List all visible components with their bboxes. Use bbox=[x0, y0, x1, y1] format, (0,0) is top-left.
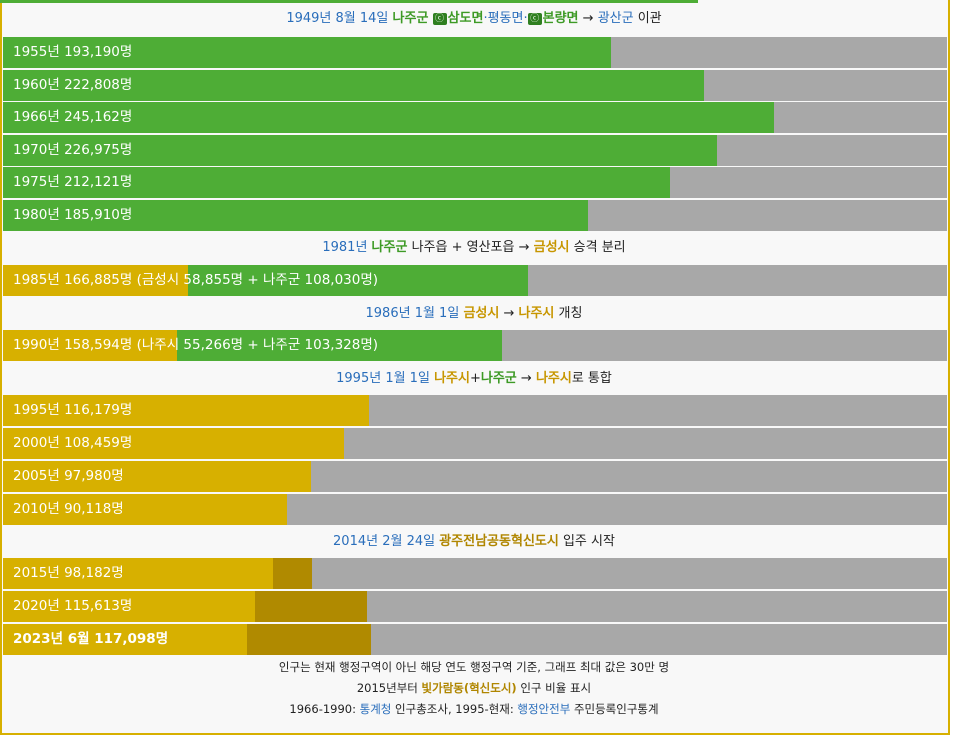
bar-segment-innovation-city bbox=[273, 558, 312, 589]
bar-label: 1990년 158,594명 (나주시 55,266명 + 나주군 103,32… bbox=[13, 337, 379, 353]
note-1986-date[interactable]: 1986년 1월 1일 bbox=[365, 306, 460, 321]
top-bar-remnant bbox=[0, 0, 698, 3]
bar-segment-county bbox=[3, 167, 671, 198]
bar-label: 2010년 90,118명 bbox=[13, 501, 124, 517]
bar-segment-innovation-city bbox=[255, 591, 367, 622]
footer-line-1: 인구는 현재 행정구역이 아닌 해당 연도 행정구역 기준, 그래프 최대 값은… bbox=[278, 660, 670, 674]
note-1949-suffix: 이관 bbox=[637, 11, 662, 26]
note-1986-arrow: → bbox=[503, 306, 515, 321]
note-1995-arrow: → bbox=[520, 371, 532, 386]
note-1949: 1949년 8월 14일 나주군 ⓒ 삼도면·평동면· ⓒ 본량면 → 광산군 이관 bbox=[2, 3, 946, 34]
note-1949-target[interactable]: 광산군 bbox=[597, 11, 634, 26]
population-bar-row: 2023년 6월 117,098명 bbox=[3, 624, 947, 655]
note-1981-suffix: 승격 분리 bbox=[573, 240, 626, 255]
bar-segment-city bbox=[3, 494, 287, 525]
district-badge-icon: ⓒ bbox=[432, 12, 447, 25]
bar-label: 1985년 166,885명 (금성시 58,855명 + 나주군 108,03… bbox=[13, 272, 379, 288]
population-bar-row: 2020년 115,613명 bbox=[3, 591, 947, 622]
population-bar-row: 1955년 193,190명 bbox=[3, 37, 947, 68]
footer-innovation-link[interactable]: 빛가람동(혁신도시) bbox=[421, 681, 517, 695]
note-1995-city[interactable]: 나주시 bbox=[434, 371, 470, 386]
bar-label: 1966년 245,162명 bbox=[13, 109, 133, 125]
population-bar-row: 2000년 108,459명 bbox=[3, 428, 947, 459]
note-1981-middle: 나주읍 + 영산포읍 → bbox=[411, 240, 530, 255]
population-bar-row: 1980년 185,910명 bbox=[3, 200, 947, 231]
note-2014-suffix: 입주 시작 bbox=[562, 534, 615, 549]
bar-label: 1970년 226,975명 bbox=[13, 142, 133, 158]
bar-segment-rest-of-city bbox=[3, 591, 256, 622]
bar-label: 1955년 193,190명 bbox=[13, 44, 133, 60]
bar-label: 2015년 98,182명 bbox=[13, 565, 124, 581]
footer-line-3-post: 주민등록인구통계 bbox=[573, 702, 659, 716]
note-1995-county[interactable]: 나주군 bbox=[480, 371, 517, 386]
footer-statistics-korea-link[interactable]: 통계청 bbox=[359, 702, 392, 716]
bar-segment-innovation-city bbox=[246, 624, 372, 655]
bar-label: 1975년 212,121명 bbox=[13, 174, 133, 190]
note-1981-date[interactable]: 1981년 bbox=[322, 240, 368, 255]
population-bar-row: 1985년 166,885명 (금성시 58,855명 + 나주군 108,03… bbox=[3, 265, 947, 296]
population-bar-row: 2010년 90,118명 bbox=[3, 494, 947, 525]
bar-label: 1960년 222,808명 bbox=[13, 77, 133, 93]
note-2014-place[interactable]: 광주전남공동혁신도시 bbox=[439, 534, 559, 549]
population-bar-row: 2015년 98,182명 bbox=[3, 558, 947, 589]
footer-line-3: 1966-1990: 통계청 인구총조사, 1995-현재: 행정안전부 주민등… bbox=[2, 699, 946, 720]
bar-label: 1980년 185,910명 bbox=[13, 207, 133, 223]
note-1949-arrow: → bbox=[582, 11, 594, 26]
note-1949-county[interactable]: 나주군 bbox=[392, 11, 429, 26]
district-badge-icon: ⓒ bbox=[527, 12, 542, 25]
note-1995-date[interactable]: 1995년 1월 1일 bbox=[336, 371, 430, 386]
bar-segment-county bbox=[3, 135, 718, 166]
bar-label: 2000년 108,459명 bbox=[13, 435, 133, 451]
bar-segment-county bbox=[3, 70, 705, 101]
bar-segment-city bbox=[3, 428, 345, 459]
bar-label: 2020년 115,613명 bbox=[13, 598, 133, 614]
bar-segment-county bbox=[3, 102, 775, 133]
population-bar-row: 1960년 222,808명 bbox=[3, 70, 947, 101]
note-1981-county[interactable]: 나주군 bbox=[371, 240, 408, 255]
note-1949-date[interactable]: 1949년 8월 14일 bbox=[286, 11, 389, 26]
note-1986: 1986년 1월 1일 금성시 → 나주시 개칭 bbox=[2, 298, 946, 329]
note-2014-date[interactable]: 2014년 2월 24일 bbox=[333, 534, 436, 549]
population-bar-row: 1975년 212,121명 bbox=[3, 167, 947, 198]
bar-label: 1995년 116,179명 bbox=[13, 402, 133, 418]
note-1995: 1995년 1월 1일 나주시+나주군 → 나주시로 통합 bbox=[2, 363, 946, 394]
note-1949-place2[interactable]: 본량면 bbox=[542, 11, 579, 26]
population-bar-row: 1990년 158,594명 (나주시 55,266명 + 나주군 103,32… bbox=[3, 330, 947, 361]
note-1981: 1981년 나주군 나주읍 + 영산포읍 → 금성시 승격 분리 bbox=[2, 232, 946, 263]
bar-segment-rest-of-city bbox=[3, 558, 274, 589]
bar-label: 2005년 97,980명 bbox=[13, 468, 124, 484]
note-1986-suffix: 개칭 bbox=[558, 306, 583, 321]
note-1986-old-city[interactable]: 금성시 bbox=[463, 306, 500, 321]
note-2014: 2014년 2월 24일 광주전남공동혁신도시 입주 시작 bbox=[2, 526, 946, 557]
footer-line-2-post: 인구 비율 표시 bbox=[520, 681, 592, 695]
footer-mois-link[interactable]: 행정안전부 bbox=[517, 702, 571, 716]
bar-segment-city bbox=[3, 395, 369, 426]
footer-line-2-pre: 2015년부터 bbox=[356, 681, 418, 695]
bar-segment-county bbox=[3, 37, 611, 68]
bar-segment-city bbox=[3, 461, 312, 492]
bar-segment-city bbox=[3, 330, 177, 361]
bar-segment-rest-of-city bbox=[3, 624, 247, 655]
bar-segment-county bbox=[188, 265, 529, 296]
bar-segment-county bbox=[176, 330, 503, 361]
footer-line-2: 2015년부터 빛가람동(혁신도시) 인구 비율 표시 bbox=[2, 678, 946, 699]
bar-label: 2023년 6월 117,098명 bbox=[13, 631, 169, 647]
note-1995-plus: + bbox=[469, 371, 481, 386]
footer-line-3-mid: 인구총조사, 1995-현재: bbox=[395, 702, 514, 716]
population-bar-row: 2005년 97,980명 bbox=[3, 461, 947, 492]
population-bar-row: 1966년 245,162명 bbox=[3, 102, 947, 133]
footer-line-3-pre: 1966-1990: bbox=[289, 702, 356, 716]
population-bar-row: 1995년 116,179명 bbox=[3, 395, 947, 426]
note-1986-new-city[interactable]: 나주시 bbox=[518, 306, 555, 321]
bar-segment-city bbox=[3, 265, 189, 296]
note-1995-result[interactable]: 나주시 bbox=[535, 371, 572, 386]
note-1949-place1[interactable]: 삼도면 bbox=[447, 11, 484, 26]
population-bar-row: 1970년 226,975명 bbox=[3, 135, 947, 166]
bar-segment-county bbox=[3, 200, 588, 231]
note-1949-sep[interactable]: ·평동면· bbox=[483, 11, 528, 26]
note-1995-suffix: 로 통합 bbox=[571, 371, 612, 386]
note-1981-city[interactable]: 금성시 bbox=[533, 240, 570, 255]
chart-footer: 인구는 현재 행정구역이 아닌 해당 연도 행정구역 기준, 그래프 최대 값은… bbox=[2, 657, 946, 733]
